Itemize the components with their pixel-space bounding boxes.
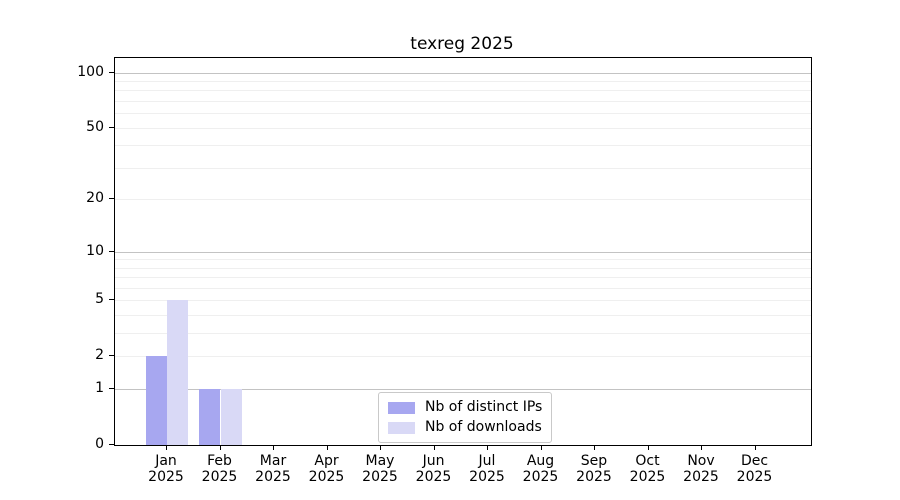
- gridline-minor: [115, 300, 811, 302]
- x-tick-label: Mar 2025: [255, 453, 291, 485]
- y-tick-label: 2: [95, 347, 104, 364]
- y-tick: [109, 355, 114, 357]
- x-tick: [219, 445, 221, 450]
- gridline-minor: [115, 199, 811, 201]
- y-tick-label: 20: [86, 190, 104, 207]
- y-tick: [109, 250, 114, 252]
- x-tick: [647, 445, 649, 450]
- y-tick-label: 0: [95, 436, 104, 452]
- y-tick-label: 1: [95, 380, 104, 397]
- x-tick-label: Apr 2025: [308, 453, 345, 485]
- gridline-minor: [115, 315, 811, 317]
- gridline-minor: [115, 333, 811, 335]
- x-tick-label: Dec 2025: [736, 453, 773, 485]
- x-tick-label: Jul 2025: [469, 453, 505, 485]
- legend-swatch-downloads-icon: [388, 421, 415, 434]
- bar-jan-ips: [145, 356, 167, 445]
- bar-feb-downloads: [220, 389, 242, 445]
- legend: Nb of distinct IPs Nb of downloads: [378, 392, 553, 443]
- legend-item-distinct-ips: Nb of distinct IPs: [388, 400, 542, 415]
- x-tick: [540, 445, 542, 450]
- y-tick-label: 5: [95, 291, 104, 308]
- x-tick: [433, 445, 435, 450]
- y-tick-label: 100: [77, 63, 104, 80]
- gridline-minor: [115, 356, 811, 358]
- y-tick: [109, 299, 114, 301]
- gridline-minor: [115, 287, 811, 289]
- gridline-major: [115, 251, 811, 253]
- x-tick: [380, 445, 381, 450]
- x-tick: [487, 445, 488, 450]
- x-tick-label: Sep 2025: [576, 453, 612, 485]
- x-tick: [594, 445, 595, 450]
- y-tick: [109, 444, 114, 445]
- x-tick: [701, 445, 702, 450]
- x-tick-label: Jan 2025: [148, 453, 184, 485]
- y-tick: [109, 388, 114, 390]
- y-tick: [109, 71, 114, 73]
- bar-jan-downloads: [167, 300, 189, 445]
- x-tick-label: May 2025: [362, 453, 398, 485]
- y-tick: [109, 126, 114, 128]
- gridline-minor: [115, 127, 811, 129]
- legend-label-distinct-ips: Nb of distinct IPs: [425, 399, 543, 415]
- gridline-major: [115, 389, 811, 391]
- chart-title: texreg 2025: [410, 34, 514, 54]
- plot-area: Nb of distinct IPs Nb of downloads: [114, 57, 812, 446]
- x-tick: [166, 445, 167, 450]
- y-tick-label: 10: [86, 242, 104, 259]
- x-tick: [326, 445, 328, 450]
- gridline-major: [115, 72, 811, 74]
- gridline-minor: [115, 259, 811, 261]
- gridline-minor: [115, 113, 811, 115]
- x-tick-label: Jun 2025: [415, 453, 452, 485]
- x-tick-label: Nov 2025: [683, 453, 719, 485]
- bar-feb-ips: [199, 389, 221, 445]
- x-tick: [754, 445, 756, 450]
- legend-label-downloads: Nb of downloads: [425, 419, 542, 435]
- gridline-minor: [115, 267, 811, 269]
- y-tick: [109, 198, 114, 200]
- gridline-minor: [115, 80, 811, 82]
- x-tick: [273, 445, 274, 450]
- x-tick-label: Aug 2025: [522, 453, 559, 485]
- legend-swatch-distinct-ips-icon: [388, 401, 415, 414]
- legend-item-downloads: Nb of downloads: [388, 420, 542, 435]
- gridline-minor: [115, 145, 811, 147]
- gridline-minor: [115, 167, 811, 169]
- x-tick-label: Feb 2025: [201, 453, 238, 485]
- gridline-minor: [115, 277, 811, 279]
- y-tick-label: 50: [86, 118, 104, 135]
- gridline-minor: [115, 101, 811, 103]
- gridline-minor: [115, 90, 811, 92]
- x-tick-label: Oct 2025: [629, 453, 666, 485]
